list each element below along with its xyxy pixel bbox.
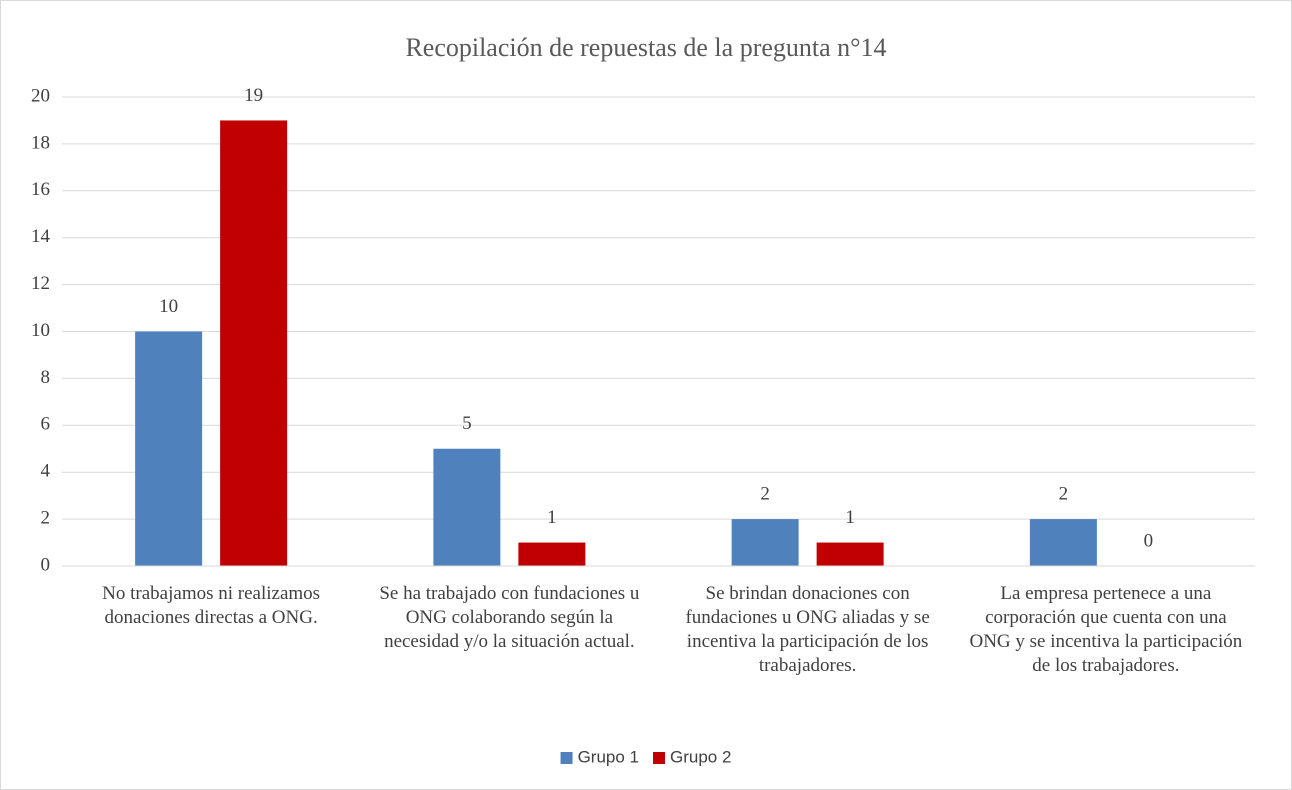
y-tick-label: 4 bbox=[41, 461, 51, 482]
data-label: 1 bbox=[845, 507, 855, 528]
data-label: 5 bbox=[462, 413, 472, 434]
legend-swatch bbox=[653, 752, 665, 764]
data-label: 19 bbox=[244, 85, 263, 106]
x-tick-label-line: de los trabajadores. bbox=[1032, 655, 1179, 676]
legend-item: Grupo 2 bbox=[653, 747, 731, 766]
y-tick-label: 6 bbox=[41, 414, 51, 435]
bar bbox=[433, 448, 501, 566]
x-tick-label-line: La empresa pertenece a una bbox=[1000, 583, 1212, 604]
y-tick-label: 2 bbox=[41, 507, 51, 528]
x-tick-label: No trabajamos ni realizamos donaciones di… bbox=[102, 583, 320, 628]
y-tick-label: 8 bbox=[41, 367, 51, 388]
legend-label: Grupo 2 bbox=[670, 747, 731, 766]
x-tick-label-line: ONG colaborando según la bbox=[406, 607, 614, 628]
y-tick-label: 14 bbox=[31, 226, 51, 247]
data-label: 2 bbox=[1059, 483, 1069, 504]
y-tick-label: 10 bbox=[31, 320, 50, 341]
x-tick-label: Se brindan donaciones con fundaciones u O… bbox=[685, 583, 929, 676]
x-tick-label-line: incentiva la participación de los bbox=[687, 631, 929, 652]
bar bbox=[518, 542, 586, 566]
legend-swatch bbox=[560, 752, 573, 764]
data-label: 2 bbox=[760, 483, 770, 504]
bar bbox=[731, 519, 799, 566]
x-tick-label: Se ha trabajado con fundaciones u ONG col… bbox=[379, 583, 640, 652]
legend-item: Grupo 1 bbox=[560, 747, 639, 766]
data-label: 10 bbox=[159, 296, 178, 317]
x-tick-label-line: corporación que cuenta con una bbox=[985, 607, 1227, 628]
bar bbox=[1029, 519, 1097, 566]
x-tick-label-line: donaciones directas a ONG. bbox=[105, 607, 318, 628]
x-tick-label-line: Se brindan donaciones con bbox=[706, 583, 911, 604]
y-tick-label: 12 bbox=[31, 273, 50, 294]
legend-label: Grupo 1 bbox=[578, 747, 639, 766]
y-tick-label: 16 bbox=[31, 179, 50, 200]
chart-title: Recopilación de repuestas de la pregunta… bbox=[405, 33, 886, 62]
x-tick-label: La empresa pertenece a una corporación qu… bbox=[969, 583, 1242, 676]
x-tick-label-line: fundaciones u ONG aliadas y se bbox=[685, 607, 929, 628]
bar bbox=[816, 542, 884, 566]
x-tick-label-line: ONG y se incentiva la participación bbox=[969, 631, 1242, 652]
bar bbox=[220, 120, 288, 566]
y-tick-label: 20 bbox=[31, 85, 50, 106]
x-tick-label-line: necesidad y/o la situación actual. bbox=[384, 631, 635, 652]
x-tick-label-line: Se ha trabajado con fundaciones u bbox=[379, 583, 640, 604]
data-label: 1 bbox=[547, 507, 557, 528]
bar bbox=[135, 331, 203, 566]
data-label: 0 bbox=[1144, 530, 1154, 551]
x-tick-label-line: trabajadores. bbox=[759, 655, 857, 676]
y-tick-label: 18 bbox=[31, 132, 50, 153]
x-tick-label-line: No trabajamos ni realizamos bbox=[102, 583, 320, 604]
y-tick-label: 0 bbox=[41, 554, 51, 575]
